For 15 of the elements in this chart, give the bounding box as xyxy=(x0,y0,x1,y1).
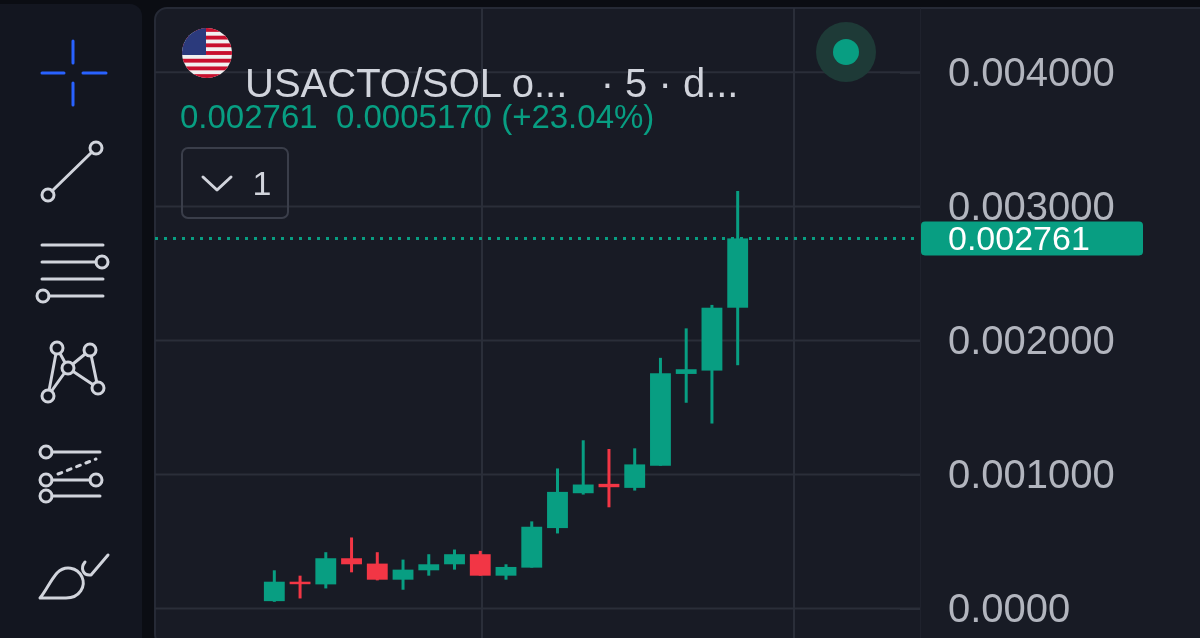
candlestick xyxy=(624,448,646,491)
candlestick xyxy=(366,552,388,581)
y-tick-label: 0.001000 xyxy=(948,451,1115,496)
annotation: 1 xyxy=(252,163,272,202)
candlestick xyxy=(392,559,414,590)
y-tick-label: 0.002000 xyxy=(948,317,1115,362)
candlestick xyxy=(469,549,491,576)
candlestick xyxy=(675,328,697,403)
y-tick-label: 0.004000 xyxy=(948,49,1115,94)
candlestick xyxy=(341,537,362,573)
candlestick xyxy=(418,554,440,576)
candlestick xyxy=(263,570,285,602)
candlestick xyxy=(572,440,594,495)
y-tick-label: 0.0000 xyxy=(948,585,1071,630)
candlestick xyxy=(444,549,465,570)
